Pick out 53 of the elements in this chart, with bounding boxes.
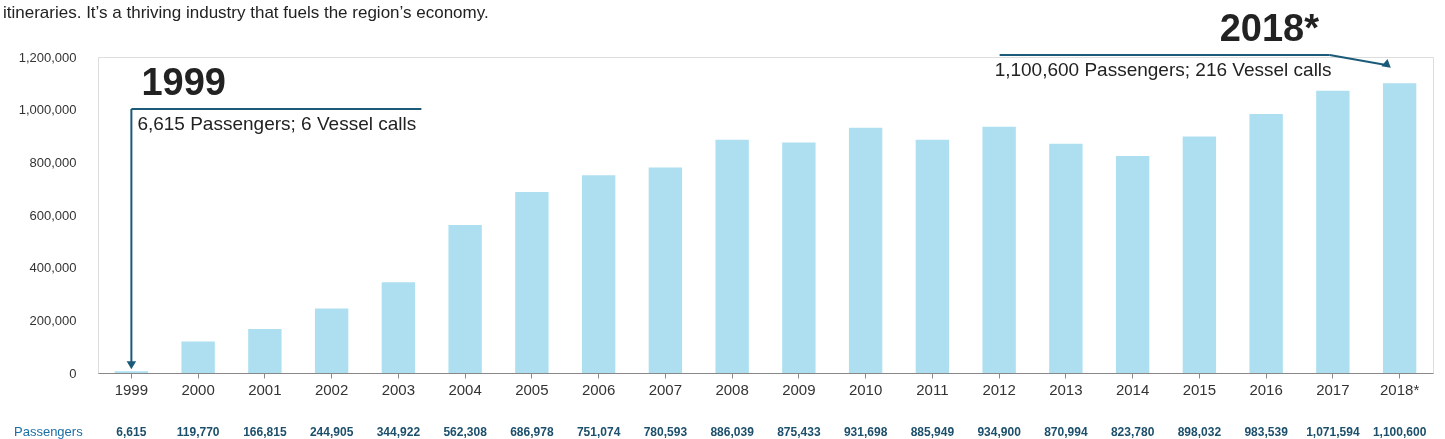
- data-label: 244,905: [309, 425, 354, 439]
- data-label: 886,039: [710, 425, 755, 439]
- x-tick-label: 2001: [248, 380, 282, 398]
- x-tick-label: 2015: [1182, 380, 1217, 398]
- data-label: 562,308: [443, 425, 488, 439]
- x-tick-label: 2002: [314, 380, 349, 398]
- data-label: 931,698: [843, 425, 888, 439]
- annotation: 6,615 Passengers; 6 Vessel calls: [137, 113, 417, 134]
- x-tick-label: 2017: [1316, 380, 1350, 398]
- y-tick-label: 1,200,000: [18, 49, 77, 65]
- data-label: 686,978: [510, 425, 554, 439]
- x-tick-label: 2007: [648, 380, 683, 398]
- x-tick-label: 1999: [114, 380, 149, 398]
- data-label: 823,780: [1110, 425, 1155, 439]
- y-tick-label: 200,000: [29, 312, 77, 328]
- y-tick-label: 800,000: [29, 154, 77, 170]
- data-label: 898,032: [1177, 425, 1222, 439]
- x-tick-label: 2006: [581, 380, 616, 398]
- x-tick-label: 2013: [1049, 380, 1083, 398]
- text: Passengers: [14, 424, 84, 439]
- data-label: 780,593: [643, 425, 688, 439]
- text: itineraries. It’s a thriving industry that fuels the region’s economy.: [3, 3, 489, 22]
- x-tick-label: 2018*: [1380, 380, 1420, 398]
- data-label: 6,615: [116, 425, 147, 439]
- data-label: 344,922: [376, 425, 421, 439]
- data-label: 875,433: [777, 425, 821, 439]
- data-label: 1,071,594: [1306, 425, 1360, 439]
- y-tick-label: 1,000,000: [18, 102, 77, 118]
- x-tick-label: 2005: [515, 380, 549, 398]
- annotation: 1,100,600 Passengers; 216 Vessel calls: [994, 59, 1332, 80]
- data-label: 1,100,600: [1372, 425, 1427, 439]
- annotation: 1999: [141, 61, 226, 103]
- x-tick-label: 2008: [715, 380, 749, 398]
- annotation: 2018*: [1219, 7, 1320, 49]
- y-tick-label: 600,000: [29, 207, 77, 223]
- data-label: 166,815: [243, 425, 287, 439]
- x-tick-label: 2010: [848, 380, 883, 398]
- x-tick-label: 2009: [782, 380, 816, 398]
- data-label: 870,994: [1044, 425, 1088, 439]
- data-label: 934,900: [977, 425, 1022, 439]
- data-label: 885,949: [910, 425, 955, 439]
- y-tick-label: 0: [69, 365, 77, 381]
- data-label: 751,074: [576, 425, 621, 439]
- x-tick-label: 2011: [916, 380, 949, 398]
- y-tick-label: 400,000: [29, 260, 77, 276]
- x-tick-label: 2003: [381, 380, 416, 398]
- x-tick-label: 2004: [448, 380, 482, 398]
- data-label: 983,539: [1244, 425, 1289, 439]
- x-tick-label: 2000: [181, 380, 215, 398]
- data-label: 119,770: [176, 425, 220, 439]
- x-tick-label: 2016: [1249, 380, 1283, 398]
- x-tick-label: 2014: [1115, 380, 1150, 398]
- x-tick-label: 2012: [982, 380, 1016, 398]
